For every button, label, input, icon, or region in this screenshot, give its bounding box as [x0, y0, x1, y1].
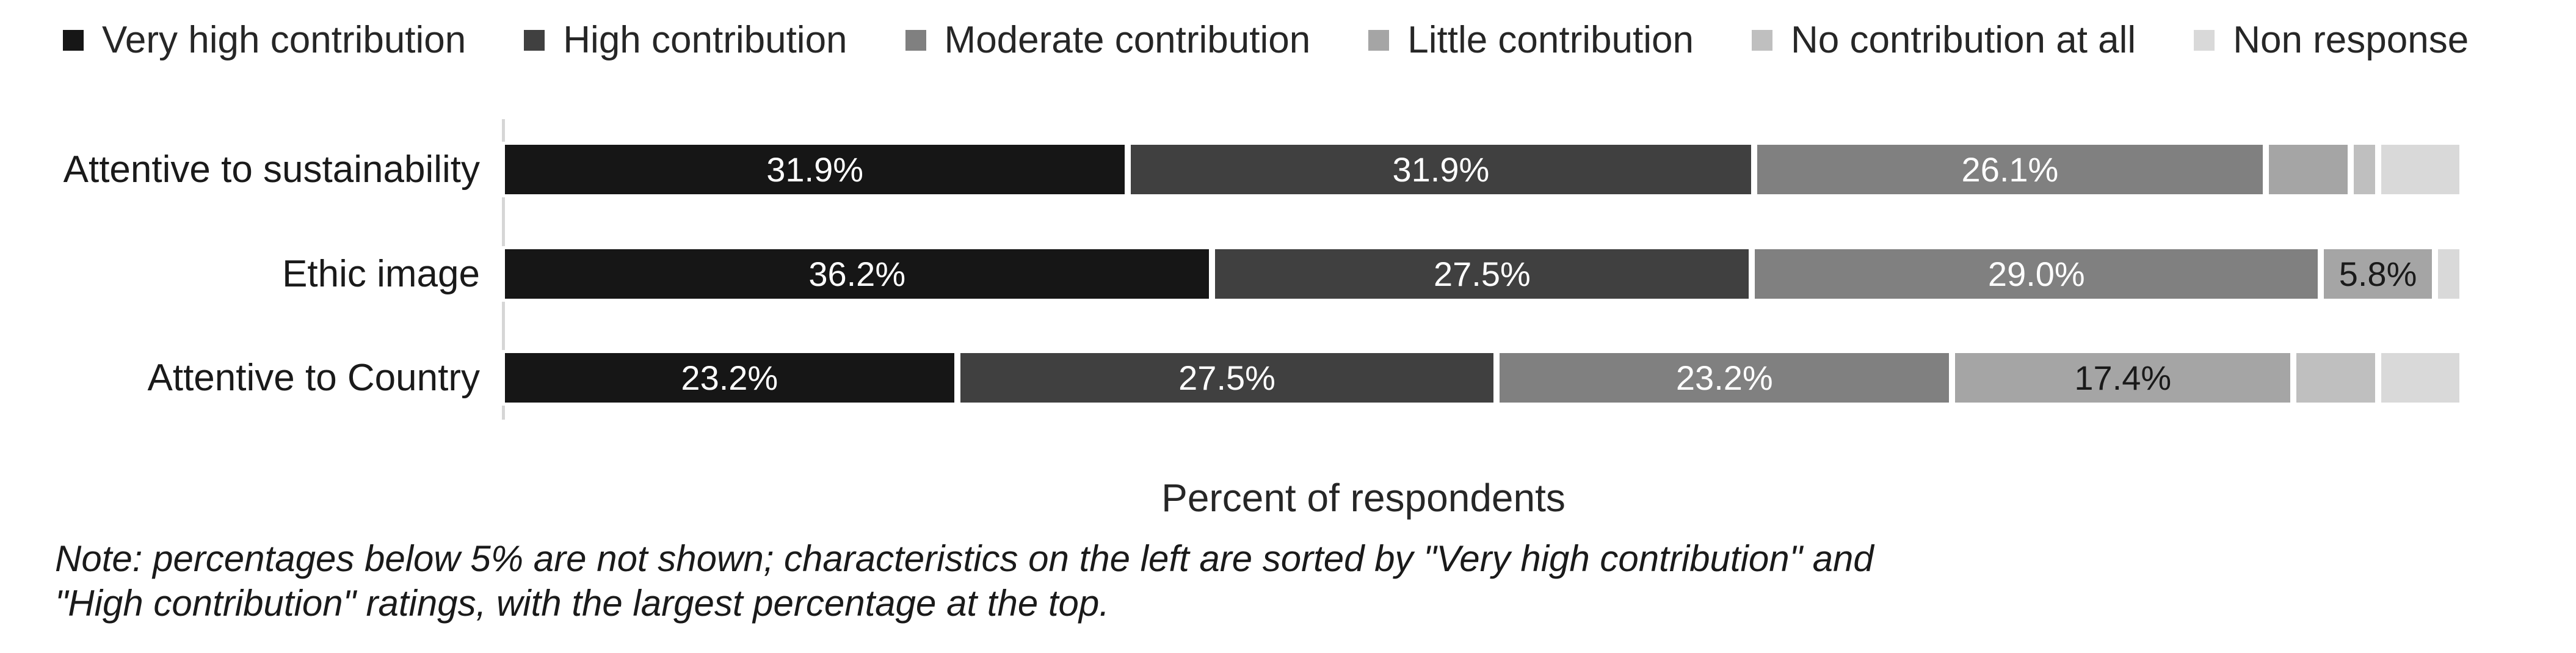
legend-swatch-icon	[905, 29, 926, 51]
bar-segment: 29.0%	[1752, 246, 2321, 302]
bar-row: 36.2% 27.5% 29.0% 5.8%	[502, 246, 2464, 302]
bar-segment	[2266, 142, 2351, 197]
bar-segment: 27.5%	[1212, 246, 1752, 302]
chart-note-line2: "High contribution" ratings, with the la…	[55, 583, 1109, 624]
bar-segment: 23.2%	[1497, 350, 1953, 406]
segment-data-label: 31.9%	[766, 150, 864, 189]
segment-data-label: 17.4%	[2074, 359, 2172, 397]
bar-segment: 31.9%	[1128, 142, 1754, 197]
legend-item: Moderate contribution	[905, 18, 1311, 62]
bar-segment: 27.5%	[957, 350, 1497, 406]
bar-segment: 23.2%	[502, 350, 957, 406]
legend-swatch-icon	[2194, 29, 2215, 51]
bar-segment	[2293, 350, 2378, 406]
legend-item: Non response	[2194, 18, 2469, 62]
segment-data-label: 5.8%	[2338, 255, 2417, 293]
bar-segment: 5.8%	[2321, 246, 2435, 302]
legend-label: Little contribution	[1407, 19, 1694, 61]
bar-segment	[2378, 350, 2462, 406]
legend-label: Non response	[2233, 19, 2469, 61]
category-label: Attentive to Country	[147, 357, 481, 399]
bar-segment: 31.9%	[502, 142, 1128, 197]
legend-label: High contribution	[563, 19, 847, 61]
bar-row: 31.9% 31.9% 26.1%	[502, 142, 2464, 197]
segment-data-label: 26.1%	[1961, 150, 2059, 189]
bar-segment	[2350, 142, 2378, 197]
segment-data-label: 27.5%	[1433, 255, 1531, 293]
legend-item: High contribution	[524, 18, 847, 62]
x-axis-title: Percent of respondents	[1161, 476, 1566, 520]
chart-note: Note: percentages below 5% are not shown…	[55, 536, 1874, 626]
bar-segment: 26.1%	[1754, 142, 2266, 197]
bar-segment	[2434, 246, 2462, 302]
segment-data-label: 31.9%	[1392, 150, 1490, 189]
legend-label: Very high contribution	[102, 19, 466, 61]
segment-data-label: 36.2%	[808, 255, 906, 293]
legend-item: No contribution at all	[1751, 18, 2136, 62]
category-label: Ethic image	[282, 253, 480, 295]
legend-swatch-icon	[1751, 29, 1772, 51]
legend-item: Little contribution	[1368, 18, 1694, 62]
legend-label: No contribution at all	[1790, 19, 2136, 61]
bar-row: 23.2% 27.5% 23.2% 17.4%	[502, 350, 2464, 406]
legend-label: Moderate contribution	[944, 19, 1311, 61]
legend-swatch-icon	[63, 29, 84, 51]
legend: Very high contribution High contribution M…	[63, 18, 2469, 62]
bar-segment: 36.2%	[502, 246, 1213, 302]
segment-data-label: 29.0%	[1987, 255, 2085, 293]
legend-swatch-icon	[1368, 29, 1390, 51]
chart-note-line1: Note: percentages below 5% are not shown…	[55, 538, 1874, 579]
bar-segment	[2378, 142, 2462, 197]
segment-data-label: 27.5%	[1178, 359, 1275, 397]
category-label: Attentive to sustainability	[63, 148, 480, 191]
segment-data-label: 23.2%	[681, 359, 778, 397]
legend-swatch-icon	[524, 29, 545, 51]
legend-item: Very high contribution	[63, 18, 466, 62]
segment-data-label: 23.2%	[1675, 359, 1773, 397]
bar-segment: 17.4%	[1952, 350, 2294, 406]
